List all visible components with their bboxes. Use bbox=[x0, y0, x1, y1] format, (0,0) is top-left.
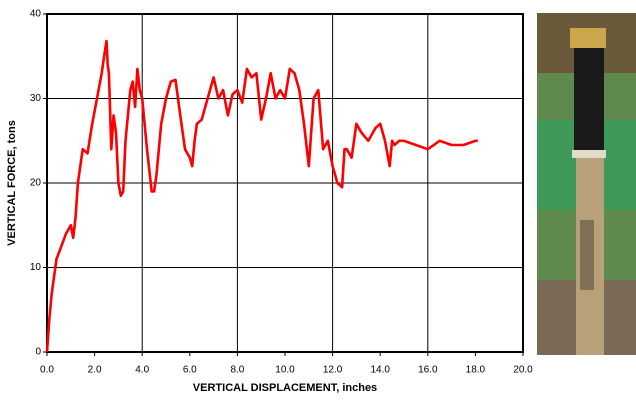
y-tick-label: 40 bbox=[30, 9, 42, 20]
x-tick-label: 12.0 bbox=[323, 365, 343, 376]
data-line bbox=[45, 39, 478, 353]
x-tick-label: 20.0 bbox=[513, 365, 533, 376]
plot-frame bbox=[46, 13, 524, 353]
y-tick-label: 20 bbox=[30, 178, 42, 189]
x-tick-label: 0.0 bbox=[40, 365, 54, 376]
x-tick-label: 4.0 bbox=[135, 365, 149, 376]
x-tick-label: 18.0 bbox=[466, 365, 486, 376]
y-tick-label: 30 bbox=[30, 93, 42, 104]
x-tick-label: 2.0 bbox=[88, 365, 102, 376]
x-tick-label: 14.0 bbox=[370, 365, 390, 376]
y-axis-title: VERTICAL FORCE, tons bbox=[6, 120, 18, 246]
x-axis-title: VERTICAL DISPLACEMENT, inches bbox=[193, 382, 377, 394]
y-tick-label: 10 bbox=[30, 262, 42, 273]
x-tick-label: 8.0 bbox=[230, 365, 244, 376]
y-tick-label: 0 bbox=[35, 347, 41, 358]
photo bbox=[537, 13, 636, 355]
x-tick-label: 6.0 bbox=[183, 365, 197, 376]
x-tick-label: 16.0 bbox=[418, 365, 438, 376]
x-tick-label: 10.0 bbox=[275, 365, 295, 376]
